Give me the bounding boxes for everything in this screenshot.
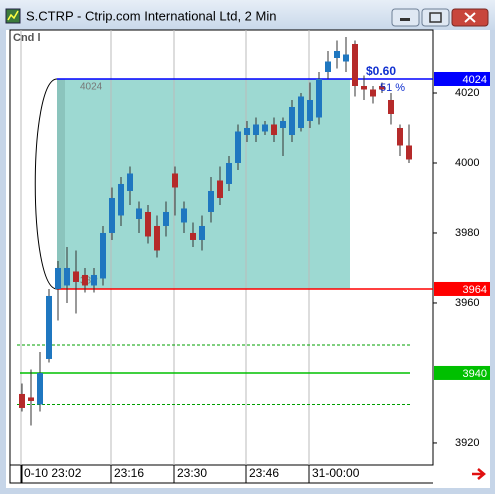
zone-top-label: 4024	[80, 82, 103, 93]
candle-body	[280, 120, 286, 128]
candle-body	[190, 232, 196, 240]
candle-body	[127, 173, 133, 191]
candle-body	[406, 145, 412, 160]
candle-body	[46, 295, 52, 359]
candle-body	[64, 267, 70, 286]
candle-body	[397, 127, 403, 146]
candle-body	[37, 372, 43, 405]
scroll-arrow[interactable]	[472, 468, 486, 480]
candle-body	[307, 99, 313, 121]
scroll-box[interactable]	[9, 464, 23, 484]
minimize-icon	[400, 18, 410, 21]
price-tag-label: 4024	[463, 74, 487, 86]
candle-body	[334, 50, 340, 58]
candle-body	[100, 232, 106, 279]
candle-body	[163, 211, 169, 226]
x-tick-label: 23:46	[249, 466, 279, 480]
candle-body	[199, 225, 205, 240]
candle-body	[289, 106, 295, 135]
minimize-button[interactable]	[391, 8, 420, 27]
candle-body	[208, 190, 214, 212]
maximize-button[interactable]	[421, 8, 450, 27]
candle-body	[82, 274, 88, 286]
bars-label: 38P	[80, 276, 98, 287]
candle-body	[181, 208, 187, 223]
candle-body	[172, 173, 178, 188]
candle-body	[388, 99, 394, 114]
candle-body	[325, 61, 331, 72]
candle-body	[73, 271, 79, 282]
x-tick-label: 31-00:00	[312, 466, 360, 480]
candle-body	[19, 393, 25, 408]
zone-bracket	[34, 78, 58, 290]
candle-body	[253, 124, 259, 135]
candle-body	[262, 124, 268, 132]
window-title: S.CTRP - Ctrip.com International Ltd, 2 …	[26, 8, 276, 23]
app-icon-line	[7, 10, 19, 21]
y-tick-label: 4020	[455, 87, 479, 99]
maximize-icon	[429, 12, 442, 23]
candle-body	[370, 89, 376, 97]
candle-body	[118, 183, 124, 216]
candle-body	[361, 85, 367, 90]
y-tick-label: 3960	[455, 297, 479, 309]
y-tick-label: 3980	[455, 227, 479, 239]
y-tick-label: 3920	[455, 437, 479, 449]
candle-body	[343, 54, 349, 62]
percent-label: 51 %	[380, 82, 405, 94]
candle-body	[217, 180, 223, 198]
candle-body	[145, 211, 151, 237]
candle-body	[226, 162, 232, 184]
price-change-label: $0.60	[366, 64, 396, 78]
candle-body	[352, 43, 358, 86]
candle-body	[316, 78, 322, 118]
price-tag-label: 3964	[463, 284, 487, 296]
x-tick-label: 23:16	[114, 466, 144, 480]
candle-body	[235, 131, 241, 163]
candle-body	[298, 96, 304, 128]
price-tag-label: 3940	[463, 368, 487, 380]
candle-body	[91, 274, 97, 286]
candle-body	[154, 225, 160, 251]
candle-body	[136, 208, 142, 219]
panel-label: Cnd l	[13, 32, 41, 44]
candle-body	[271, 124, 277, 135]
candle-body	[244, 127, 250, 135]
candle-body	[55, 267, 61, 289]
price-tag	[434, 71, 490, 86]
x-tick-label: 23:30	[177, 466, 207, 480]
close-icon	[464, 12, 476, 23]
candle-body	[379, 85, 385, 90]
x-tick-label: 0-10 23:02	[24, 466, 82, 480]
zone-shadow	[57, 78, 65, 289]
y-tick-label: 4000	[455, 157, 479, 169]
price-tag	[434, 365, 490, 380]
price-tag	[434, 281, 490, 296]
candle-body	[28, 397, 34, 401]
candle-body	[109, 197, 115, 233]
